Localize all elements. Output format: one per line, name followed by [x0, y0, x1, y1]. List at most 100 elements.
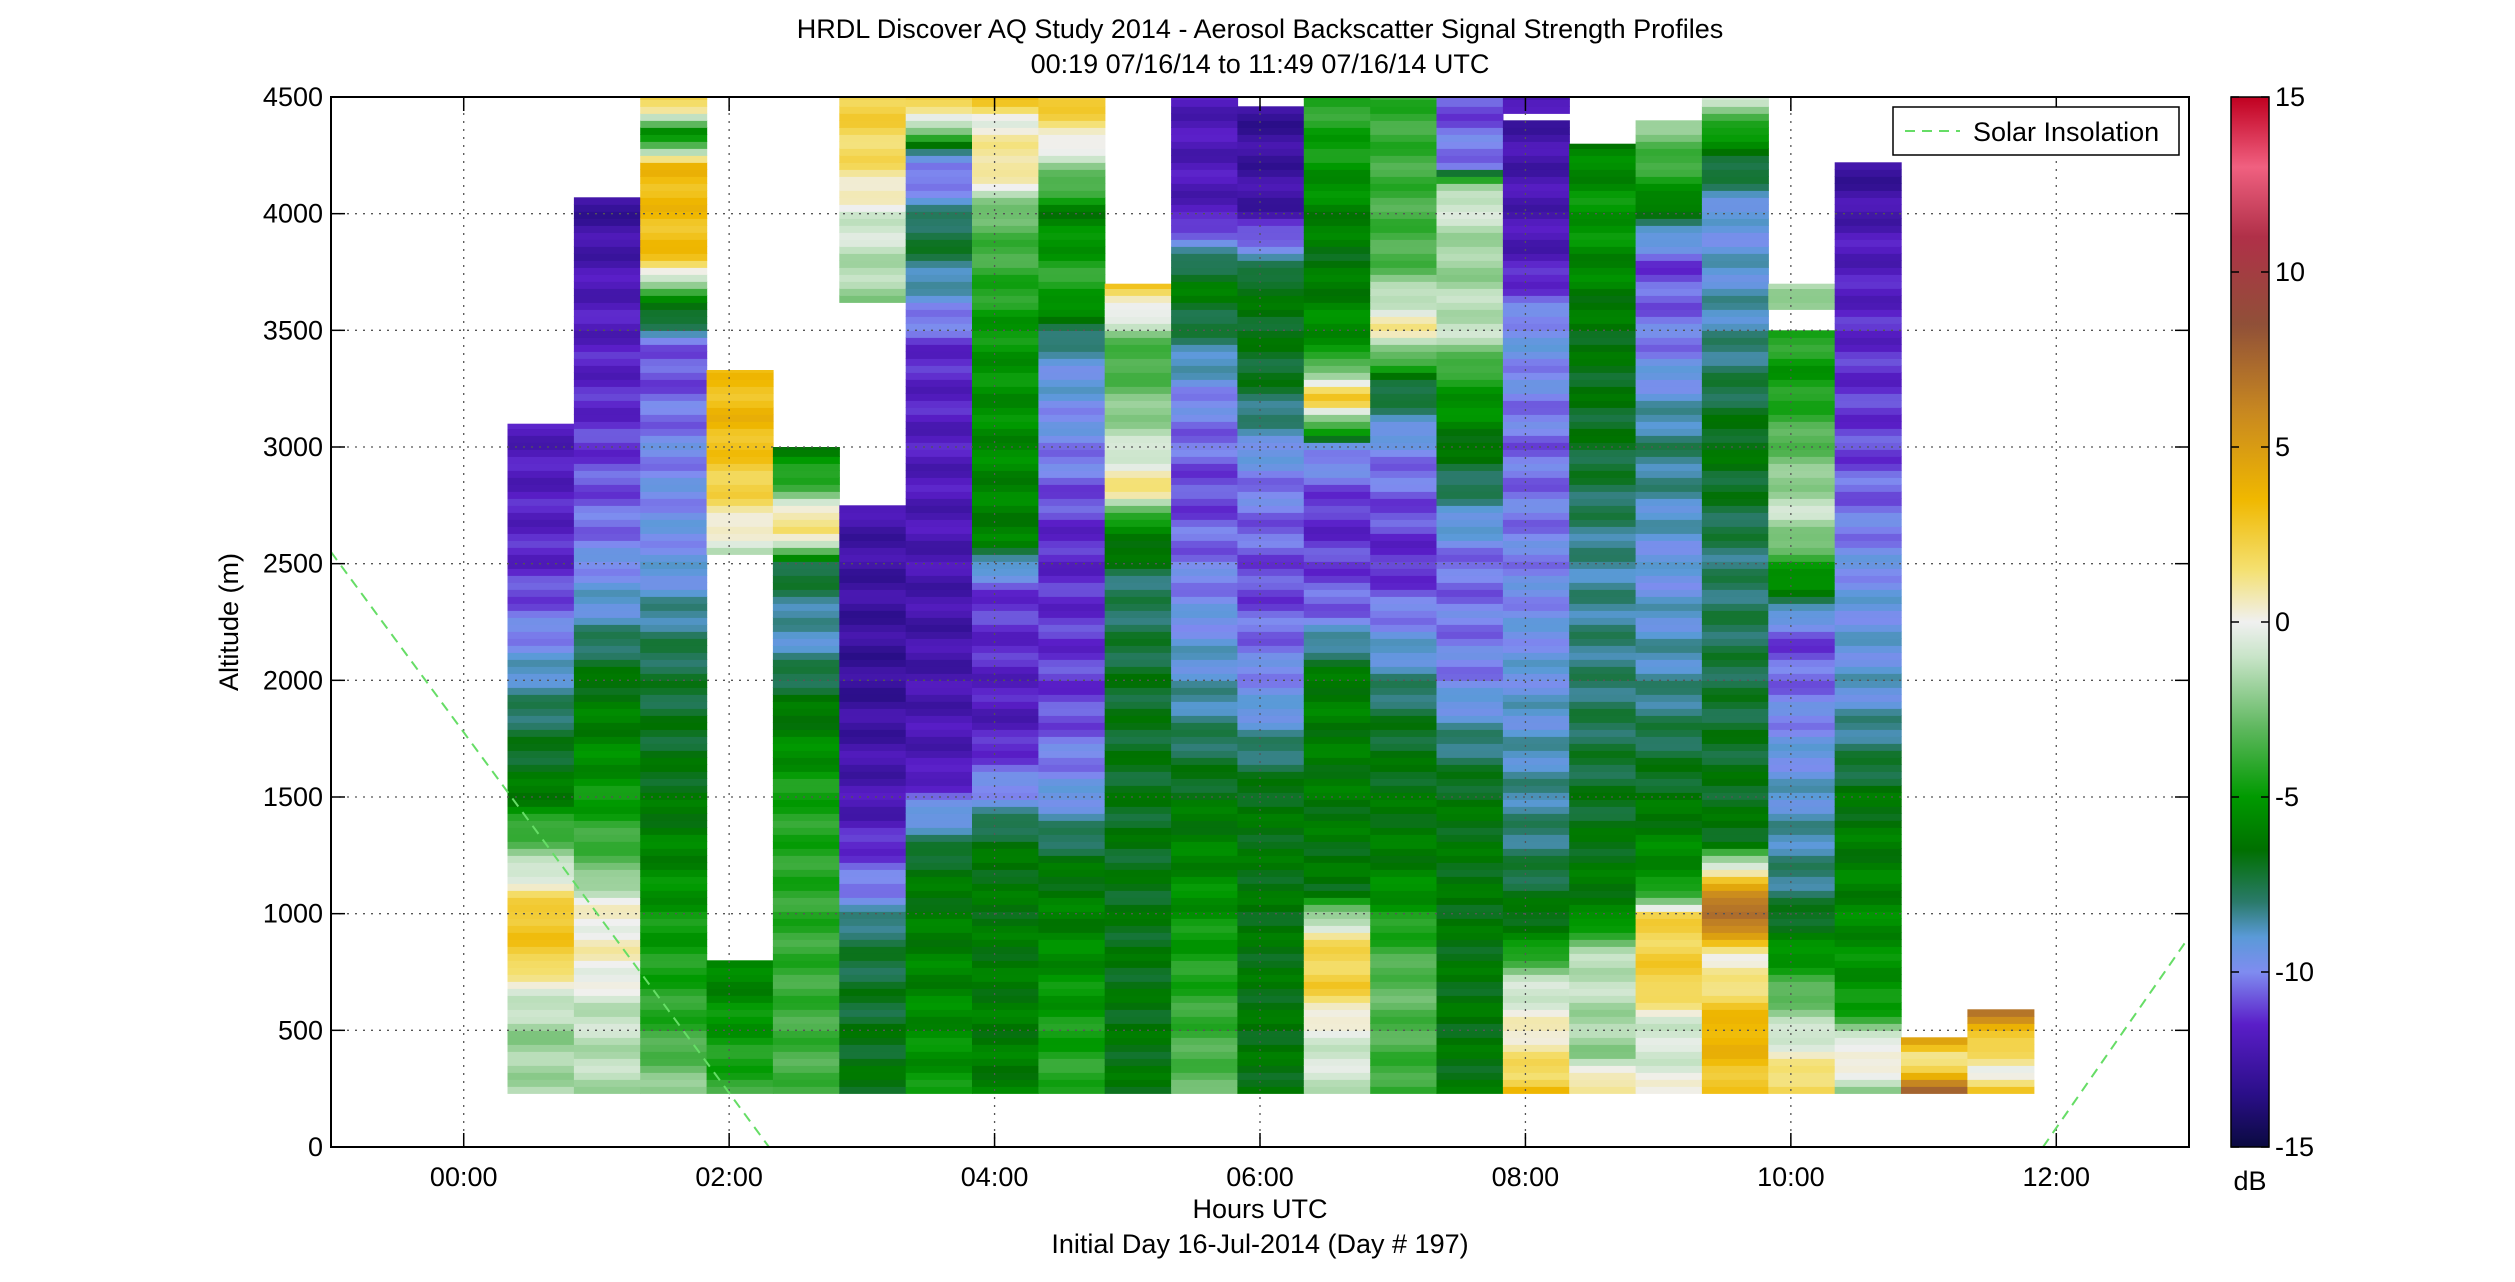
profile-cell [1569, 526, 1637, 534]
profile-cell [1502, 99, 1570, 107]
profile-cell [640, 939, 708, 947]
profile-cell [972, 400, 1039, 408]
profile-cell [1502, 701, 1570, 709]
profile-cell [1038, 673, 1106, 681]
profile-cell [1370, 750, 1438, 758]
profile-cell [573, 1002, 641, 1010]
profile-cell [905, 239, 973, 247]
profile-cell [507, 638, 575, 646]
profile-cell [1834, 176, 1902, 184]
profile-cell [972, 97, 1039, 100]
profile-cell [1237, 743, 1305, 751]
profile-cell [1303, 463, 1371, 471]
profile-cell [1436, 561, 1504, 569]
profile-cell [573, 736, 641, 744]
profile-cell [839, 757, 907, 765]
profile-cell [972, 1002, 1039, 1010]
y-tick-label: 4000 [263, 199, 323, 229]
profile-cell [573, 1079, 641, 1087]
profile-cell [1635, 372, 1703, 380]
profile-cell [1171, 309, 1239, 317]
profile-cell [905, 407, 973, 415]
profile-cell [1834, 372, 1902, 380]
profile-cell [772, 610, 840, 618]
profile-cell [839, 911, 907, 919]
profile-cell [1038, 757, 1106, 765]
profile-cell [1104, 988, 1172, 996]
profile-cell [1569, 554, 1637, 562]
profile-cell [1701, 533, 1769, 541]
profile-cell [839, 659, 907, 667]
profile-cell [706, 407, 774, 415]
profile-cell [1635, 778, 1703, 786]
profile-cell [1502, 736, 1570, 744]
profile-cell [507, 876, 575, 884]
profile-cell [1436, 169, 1504, 177]
profile-cell [1569, 449, 1637, 457]
profile-cell [1569, 1086, 1637, 1094]
profile-cell [1237, 393, 1305, 401]
profile-cell [905, 918, 973, 926]
profile-cell [1237, 197, 1305, 205]
profile-cell [706, 960, 774, 968]
profile-cell [1701, 309, 1769, 317]
profile-cell [1834, 1086, 1902, 1094]
profile-cell [1303, 246, 1371, 254]
profile-cell [1171, 463, 1239, 471]
profile-cell [972, 1030, 1039, 1038]
profile-cell [1569, 344, 1637, 352]
profile-cell [1171, 526, 1239, 534]
profile-cell [839, 225, 907, 233]
profile-cell [1038, 1009, 1106, 1017]
profile-cell [1701, 176, 1769, 184]
profile-cell [1171, 316, 1239, 324]
profile-cell [1768, 1072, 1836, 1080]
profile-cell [1834, 197, 1902, 205]
profile-cell [972, 813, 1039, 821]
profile-cell [972, 309, 1039, 317]
profile-cell [1834, 834, 1902, 842]
profile-cell [1569, 218, 1637, 226]
profile-cell [1038, 568, 1106, 576]
profile-cell [1370, 617, 1438, 625]
profile-cell [839, 260, 907, 268]
profile-cell [772, 967, 840, 975]
profile-cell [1701, 428, 1769, 436]
profile-cell [1171, 722, 1239, 730]
profile-cell [905, 666, 973, 674]
profile-cell [640, 428, 708, 436]
profile-cell [640, 757, 708, 765]
profile-cell [1303, 1009, 1371, 1017]
profile-cell [1171, 204, 1239, 212]
profile-cell [507, 967, 575, 975]
profile-cell [1370, 995, 1438, 1003]
profile-cell [1370, 659, 1438, 667]
profile-cell [1436, 771, 1504, 779]
profile-cell [1768, 358, 1836, 366]
profile-cell [640, 407, 708, 415]
profile-cell [1171, 729, 1239, 737]
profile-cell [1834, 617, 1902, 625]
profile-cell [1635, 911, 1703, 919]
profile-cell [573, 981, 641, 989]
profile-cell [772, 603, 840, 611]
profile-cell [1436, 120, 1504, 128]
profile-cell [640, 631, 708, 639]
profile-cell [1569, 799, 1637, 807]
profile-cell [1569, 582, 1637, 590]
profile-cell [1370, 323, 1438, 331]
profile-cell [1303, 834, 1371, 842]
profile-cell [1237, 351, 1305, 359]
profile-cell [905, 722, 973, 730]
profile-cell [972, 1044, 1039, 1052]
profile-cell [1701, 519, 1769, 527]
profile-cell [839, 176, 907, 184]
profile-cell [1635, 281, 1703, 289]
profile-cell [1502, 470, 1570, 478]
profile-cell [1901, 1086, 1968, 1094]
profile-cell [1701, 890, 1769, 898]
profile-cell [972, 470, 1039, 478]
profile-cell [1104, 904, 1172, 912]
profile-cell [905, 645, 973, 653]
profile-cell [1104, 519, 1172, 527]
